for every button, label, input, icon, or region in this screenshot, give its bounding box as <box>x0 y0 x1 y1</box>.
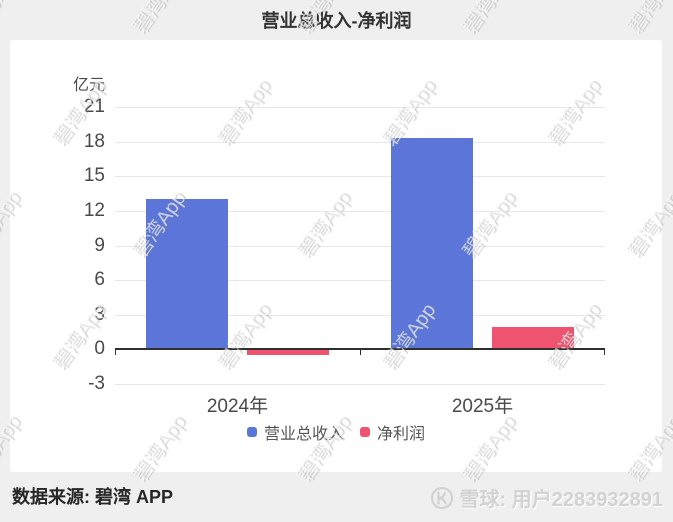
footer-account-label: 雪球: 用户2283932891 <box>459 489 663 511</box>
y-tick-label: 6 <box>94 269 105 291</box>
y-tick-label: 12 <box>83 199 105 221</box>
y-tick-label: 9 <box>94 234 105 256</box>
bar-营业总收入-2024年 <box>146 199 228 350</box>
y-axis-unit-label: 亿元 <box>72 77 105 94</box>
legend-item-净利润[interactable]: 净利润 <box>360 420 425 444</box>
gridline <box>115 245 605 247</box>
y-tick-label: 3 <box>94 303 105 325</box>
y-tick-label: 0 <box>94 338 105 360</box>
plot-area: 亿元 21 18 15 12 9 6 3 0 -3 2024年 2025年 <box>73 77 605 417</box>
gridline <box>115 210 605 212</box>
x-axis-tick <box>359 349 361 356</box>
gridline <box>115 176 605 178</box>
bar-净利润-2025年 <box>492 327 574 350</box>
gridline <box>115 280 605 282</box>
legend-swatch <box>246 427 257 437</box>
x-category-label: 2024年 <box>206 396 269 417</box>
data-source-label: 数据来源: 碧湾 APP <box>12 487 174 507</box>
legend-swatch <box>360 427 370 437</box>
y-tick-label: 21 <box>83 96 105 117</box>
legend: 营业总收入 净利润 <box>10 420 662 444</box>
legend-label: 营业总收入 <box>263 426 344 443</box>
legend-item-营业总收入[interactable]: 营业总收入 <box>246 420 344 444</box>
y-tick-label: -3 <box>88 373 105 394</box>
legend-label: 净利润 <box>377 426 426 443</box>
bar-净利润-2024年 <box>247 349 329 356</box>
gridline <box>115 384 605 385</box>
xueqiu-snowball-icon <box>430 486 454 510</box>
x-category-label: 2025年 <box>451 396 514 417</box>
footer-account: 雪球: 用户2283932891 <box>430 483 663 512</box>
gridline <box>115 107 605 108</box>
chart-card: 亿元 21 18 15 12 9 6 3 0 -3 2024年 2025年 营业总收入 净利润 <box>10 40 662 472</box>
x-axis-tick <box>604 349 605 356</box>
x-axis-tick <box>115 349 116 356</box>
y-tick-label: 18 <box>83 130 105 152</box>
chart-title: 营业总收入-净利润 <box>261 11 412 31</box>
gridline <box>115 314 605 316</box>
bar-营业总收入-2025年 <box>391 138 473 350</box>
gridline <box>115 141 605 143</box>
y-tick-label: 15 <box>83 165 105 187</box>
